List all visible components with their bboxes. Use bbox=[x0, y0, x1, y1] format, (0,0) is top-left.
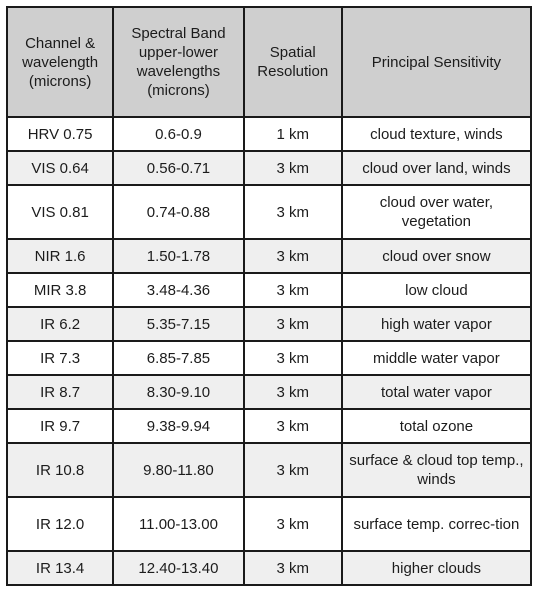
cell-channel: IR 8.7 bbox=[8, 376, 113, 408]
cell-band: 12.40-13.40 bbox=[114, 552, 243, 584]
cell-channel: MIR 3.8 bbox=[8, 274, 113, 306]
cell-channel: IR 12.0 bbox=[8, 498, 113, 550]
table-row: IR 8.7 8.30-9.10 3 km total water vapor bbox=[8, 376, 530, 408]
cell-band: 9.38-9.94 bbox=[114, 410, 243, 442]
cell-resolution: 3 km bbox=[244, 274, 341, 306]
cell-resolution: 1 km bbox=[244, 118, 341, 150]
cell-sensitivity: surface & cloud top temp., winds bbox=[342, 444, 530, 496]
cell-channel: IR 7.3 bbox=[8, 342, 113, 374]
table-row: IR 13.4 12.40-13.40 3 km higher clouds bbox=[8, 552, 530, 584]
cell-sensitivity: higher clouds bbox=[342, 552, 530, 584]
cell-resolution: 3 km bbox=[244, 498, 341, 550]
cell-sensitivity: total ozone bbox=[342, 410, 530, 442]
cell-sensitivity: middle water vapor bbox=[342, 342, 530, 374]
header-spatial-resolution: Spatial Resolution bbox=[244, 8, 341, 116]
cell-sensitivity: cloud over snow bbox=[342, 240, 530, 272]
cell-band: 0.74-0.88 bbox=[114, 186, 243, 238]
cell-sensitivity: surface temp. correc-tion bbox=[342, 498, 530, 550]
cell-channel: IR 9.7 bbox=[8, 410, 113, 442]
cell-band: 9.80-11.80 bbox=[114, 444, 243, 496]
cell-sensitivity: total water vapor bbox=[342, 376, 530, 408]
cell-sensitivity: cloud texture, winds bbox=[342, 118, 530, 150]
cell-channel: HRV 0.75 bbox=[8, 118, 113, 150]
header-channel: Channel & wavelength (microns) bbox=[8, 8, 113, 116]
cell-band: 5.35-7.15 bbox=[114, 308, 243, 340]
table-row: HRV 0.75 0.6-0.9 1 km cloud texture, win… bbox=[8, 118, 530, 150]
cell-band: 0.6-0.9 bbox=[114, 118, 243, 150]
table-header-row: Channel & wavelength (microns) Spectral … bbox=[8, 8, 530, 116]
cell-channel: VIS 0.81 bbox=[8, 186, 113, 238]
cell-resolution: 3 km bbox=[244, 410, 341, 442]
cell-channel: NIR 1.6 bbox=[8, 240, 113, 272]
table-row: VIS 0.64 0.56-0.71 3 km cloud over land,… bbox=[8, 152, 530, 184]
cell-resolution: 3 km bbox=[244, 444, 341, 496]
cell-resolution: 3 km bbox=[244, 552, 341, 584]
cell-channel: IR 6.2 bbox=[8, 308, 113, 340]
cell-band: 1.50-1.78 bbox=[114, 240, 243, 272]
cell-band: 6.85-7.85 bbox=[114, 342, 243, 374]
table-row: IR 7.3 6.85-7.85 3 km middle water vapor bbox=[8, 342, 530, 374]
table-row: IR 12.0 11.00-13.00 3 km surface temp. c… bbox=[8, 498, 530, 550]
cell-channel: IR 13.4 bbox=[8, 552, 113, 584]
cell-resolution: 3 km bbox=[244, 240, 341, 272]
header-principal-sensitivity: Principal Sensitivity bbox=[342, 8, 530, 116]
header-spectral-band: Spectral Band upper-lower wavelengths (m… bbox=[114, 8, 243, 116]
cell-resolution: 3 km bbox=[244, 376, 341, 408]
table-row: MIR 3.8 3.48-4.36 3 km low cloud bbox=[8, 274, 530, 306]
cell-resolution: 3 km bbox=[244, 186, 341, 238]
cell-band: 11.00-13.00 bbox=[114, 498, 243, 550]
channel-table: Channel & wavelength (microns) Spectral … bbox=[6, 6, 532, 586]
cell-sensitivity: cloud over land, winds bbox=[342, 152, 530, 184]
cell-channel: IR 10.8 bbox=[8, 444, 113, 496]
table-row: IR 10.8 9.80-11.80 3 km surface & cloud … bbox=[8, 444, 530, 496]
table-row: VIS 0.81 0.74-0.88 3 km cloud over water… bbox=[8, 186, 530, 238]
cell-resolution: 3 km bbox=[244, 308, 341, 340]
cell-resolution: 3 km bbox=[244, 152, 341, 184]
cell-band: 3.48-4.36 bbox=[114, 274, 243, 306]
cell-band: 8.30-9.10 bbox=[114, 376, 243, 408]
cell-sensitivity: high water vapor bbox=[342, 308, 530, 340]
table-row: IR 6.2 5.35-7.15 3 km high water vapor bbox=[8, 308, 530, 340]
cell-sensitivity: low cloud bbox=[342, 274, 530, 306]
table-row: NIR 1.6 1.50-1.78 3 km cloud over snow bbox=[8, 240, 530, 272]
cell-channel: VIS 0.64 bbox=[8, 152, 113, 184]
cell-band: 0.56-0.71 bbox=[114, 152, 243, 184]
table-row: IR 9.7 9.38-9.94 3 km total ozone bbox=[8, 410, 530, 442]
cell-resolution: 3 km bbox=[244, 342, 341, 374]
cell-sensitivity: cloud over water, vegetation bbox=[342, 186, 530, 238]
